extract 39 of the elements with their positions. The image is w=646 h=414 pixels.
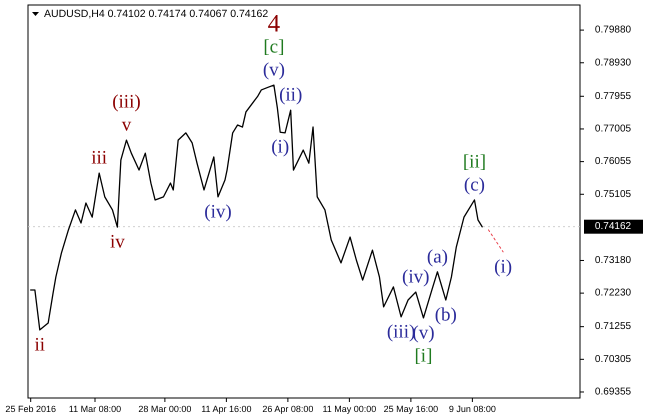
x-tick-label: 26 Apr 08:00 bbox=[262, 404, 314, 414]
annotation: (v) bbox=[262, 60, 285, 81]
annotation: (iv) bbox=[204, 201, 232, 222]
annotation: [ii] bbox=[462, 151, 486, 172]
annotation: iv bbox=[110, 232, 126, 253]
x-tick-label: 11 May 00:00 bbox=[322, 404, 376, 414]
annotation: (iii) bbox=[112, 92, 141, 113]
y-tick-label: 0.77005 bbox=[594, 123, 632, 134]
y-tick-label: 0.73180 bbox=[594, 254, 632, 266]
annotation: [i] bbox=[414, 345, 432, 366]
annotation: (ii) bbox=[279, 84, 302, 106]
chart-title: AUDUSD,H4 0.74102 0.74174 0.74067 0.74162 bbox=[44, 8, 268, 20]
y-tick-label: 0.72230 bbox=[594, 288, 632, 299]
annotation: (c) bbox=[464, 174, 486, 196]
annotation: (i) bbox=[271, 136, 290, 158]
annotation: iii bbox=[91, 148, 108, 169]
x-tick-label: 25 Feb 2016 bbox=[5, 404, 56, 414]
annotation: v bbox=[122, 114, 132, 136]
annotation: ii bbox=[34, 334, 46, 356]
x-tick-label: 11 Mar 08:00 bbox=[68, 404, 122, 414]
y-tick-label: 0.76055 bbox=[594, 156, 632, 168]
y-tick-label: 0.69355 bbox=[594, 386, 632, 398]
x-tick-label: 28 Mar 00:00 bbox=[138, 404, 192, 414]
x-tick-label: 25 May 16:00 bbox=[384, 404, 438, 414]
ref-line-label: 0.74162 bbox=[594, 221, 632, 232]
y-tick-label: 0.71255 bbox=[594, 321, 632, 332]
y-tick-label: 0.77955 bbox=[594, 90, 632, 102]
y-tick-label: 0.78930 bbox=[594, 57, 632, 68]
annotation: (iv) bbox=[402, 266, 430, 288]
annotation: 4 bbox=[268, 10, 281, 38]
annotation: (a) bbox=[426, 246, 448, 268]
annotation: (i) bbox=[494, 256, 512, 278]
x-tick-label: 11 Apr 16:00 bbox=[201, 404, 252, 414]
y-tick-label: 0.75105 bbox=[594, 188, 632, 200]
annotation: [c] bbox=[263, 36, 284, 58]
annotation: (b) bbox=[434, 304, 457, 326]
y-tick-label: 0.79880 bbox=[594, 24, 632, 36]
x-tick-label: 9 Jun 08:00 bbox=[448, 404, 496, 414]
y-tick-label: 0.70305 bbox=[594, 354, 632, 365]
